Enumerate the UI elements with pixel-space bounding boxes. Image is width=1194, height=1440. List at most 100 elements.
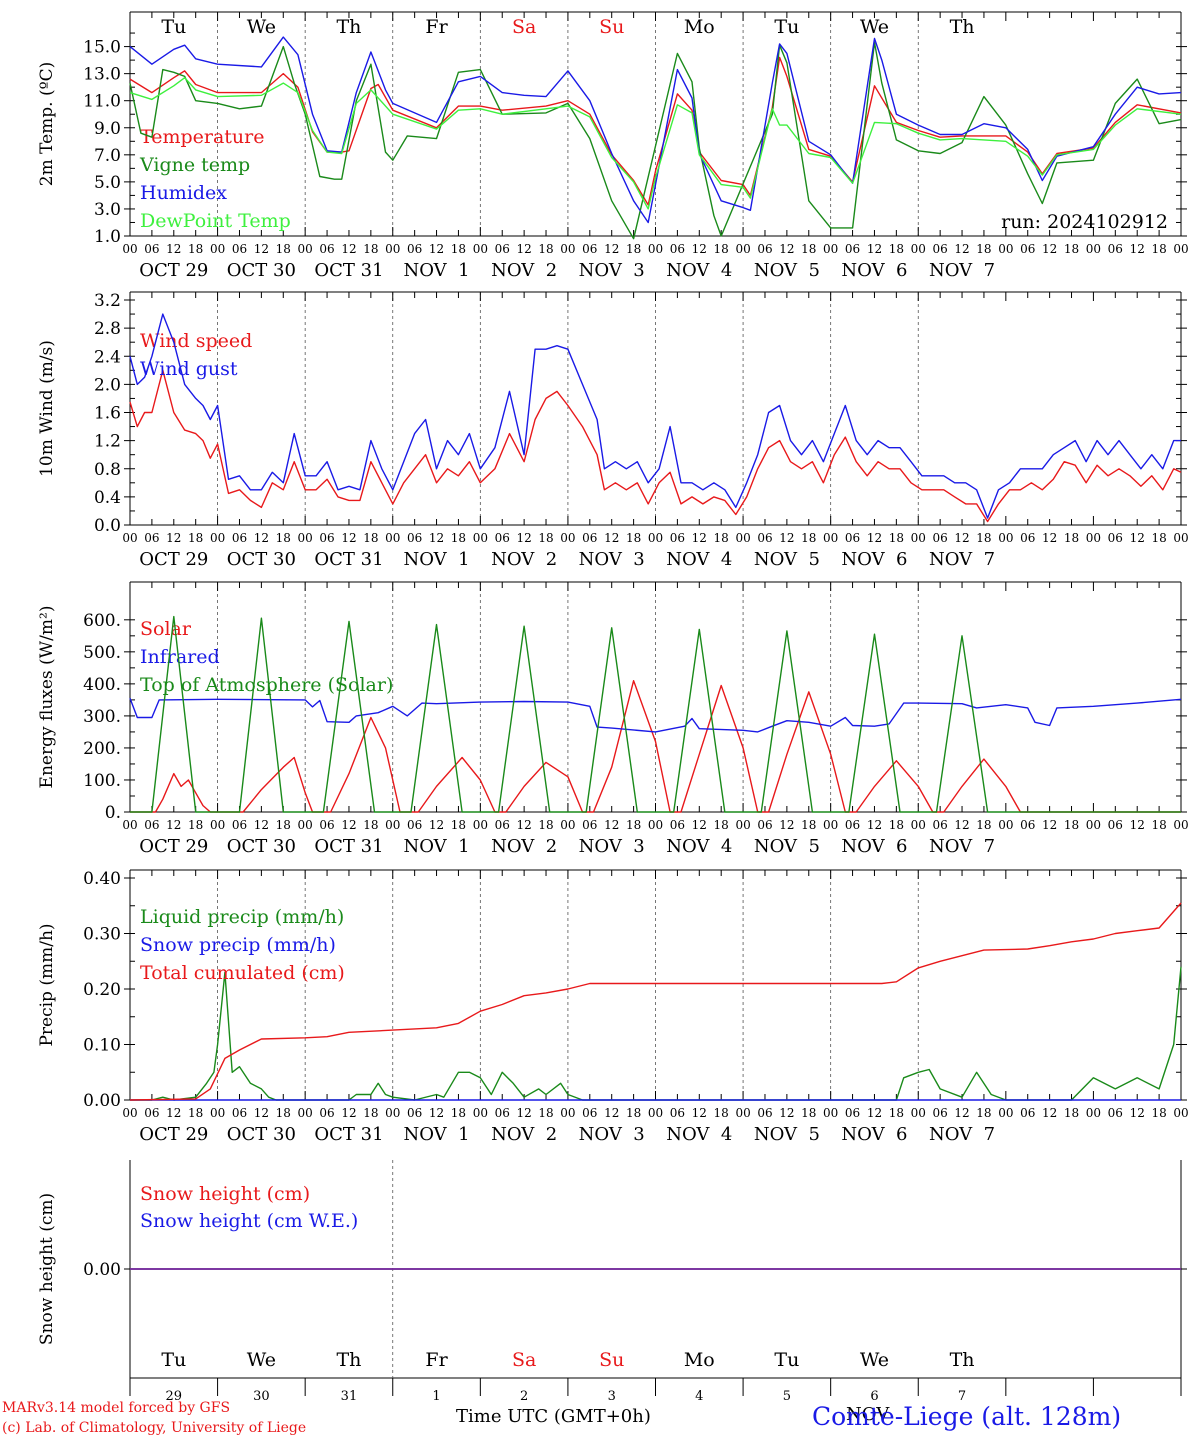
hour-tick-label: 06 <box>495 818 510 832</box>
hour-tick-label: 06 <box>232 818 247 832</box>
date-label: NOV 5 <box>754 260 820 281</box>
hour-tick-label: 00 <box>298 818 313 832</box>
hour-tick-label: 06 <box>582 242 597 256</box>
weekday-label: Th <box>336 16 361 38</box>
hour-tick-label: 12 <box>779 242 794 256</box>
weekday-label: Fr <box>425 16 448 38</box>
y-tick-label: 1.6 <box>94 404 121 424</box>
hour-tick-label: 12 <box>1042 242 1057 256</box>
hour-tick-label: 06 <box>495 531 510 545</box>
hour-tick-label: 06 <box>319 818 334 832</box>
date-label: NOV 3 <box>579 549 645 570</box>
hour-tick-label: 18 <box>1151 242 1166 256</box>
date-label: OCT 31 <box>314 836 383 857</box>
hour-tick-label: 12 <box>166 1106 181 1120</box>
hour-tick-label: 18 <box>801 531 816 545</box>
hour-tick-label: 00 <box>1086 531 1101 545</box>
hour-tick-label: 12 <box>604 818 619 832</box>
date-label: NOV 7 <box>929 260 995 281</box>
hour-tick-label: 00 <box>298 1106 313 1120</box>
hour-tick-label: 12 <box>341 1106 356 1120</box>
hour-tick-label: 18 <box>626 1106 641 1120</box>
hour-tick-label: 18 <box>363 242 378 256</box>
date-label: NOV 3 <box>579 1124 645 1145</box>
hour-tick-label: 18 <box>188 242 203 256</box>
y-tick-label: 2.0 <box>94 375 121 395</box>
hour-tick-label: 18 <box>276 1106 291 1120</box>
date-label: OCT 30 <box>227 836 296 857</box>
hour-tick-label: 12 <box>516 242 531 256</box>
legend-entry: DewPoint Temp <box>140 210 291 232</box>
date-label: NOV 1 <box>403 836 469 857</box>
date-label: NOV 6 <box>841 549 907 570</box>
hour-tick-label: 12 <box>692 818 707 832</box>
y-tick-label: 5.0 <box>94 173 121 193</box>
hour-tick-label: 12 <box>954 818 969 832</box>
legend-entry: Solar <box>140 618 192 640</box>
hour-tick-label: 12 <box>1130 531 1145 545</box>
hour-tick-label: 18 <box>801 1106 816 1120</box>
legend-entry: Wind speed <box>140 330 252 352</box>
hour-tick-label: 12 <box>1130 1106 1145 1120</box>
hour-tick-label: 12 <box>867 242 882 256</box>
date-label: NOV 4 <box>666 260 732 281</box>
hour-tick-label: 06 <box>670 818 685 832</box>
hour-tick-label: 00 <box>385 531 400 545</box>
date-label: NOV 3 <box>579 260 645 281</box>
day-number-label: 5 <box>783 1389 791 1404</box>
date-label: OCT 29 <box>139 1124 208 1145</box>
series-line <box>129 41 1182 240</box>
hour-tick-label: 00 <box>473 242 488 256</box>
hour-tick-label: 12 <box>604 531 619 545</box>
date-label: OCT 31 <box>314 549 383 570</box>
hour-tick-label: 12 <box>867 1106 882 1120</box>
hour-tick-label: 18 <box>1064 1106 1079 1120</box>
hour-tick-label: 12 <box>779 818 794 832</box>
hour-tick-label: 06 <box>582 531 597 545</box>
weekday-label: Tu <box>161 1349 186 1371</box>
hour-tick-label: 06 <box>1108 818 1123 832</box>
y-tick-label: 0.30 <box>83 925 121 945</box>
hour-tick-label: 18 <box>976 1106 991 1120</box>
date-label: OCT 30 <box>227 1124 296 1145</box>
hour-tick-label: 18 <box>363 531 378 545</box>
hour-tick-label: 00 <box>210 242 225 256</box>
hour-tick-label: 18 <box>276 818 291 832</box>
y-axis-label: 2m Temp. (ºC) <box>37 62 57 187</box>
date-label: OCT 30 <box>227 549 296 570</box>
hour-tick-label: 06 <box>1020 1106 1035 1120</box>
hour-tick-label: 00 <box>911 531 926 545</box>
y-tick-label: 500. <box>83 643 121 663</box>
y-tick-label: 0.0 <box>94 516 121 536</box>
legend-entry: Infrared <box>140 646 220 668</box>
hour-tick-label: 06 <box>407 818 422 832</box>
date-label: NOV 7 <box>929 549 995 570</box>
date-label: NOV 6 <box>841 260 907 281</box>
y-tick-label: 400. <box>83 675 121 695</box>
hour-tick-label: 00 <box>1086 818 1101 832</box>
hour-tick-label: 06 <box>933 531 948 545</box>
hour-tick-label: 00 <box>998 818 1013 832</box>
date-label: NOV 2 <box>491 260 557 281</box>
hour-tick-label: 00 <box>473 1106 488 1120</box>
hour-tick-label: 00 <box>210 818 225 832</box>
hour-tick-label: 00 <box>122 531 137 545</box>
day-number-label: 2 <box>520 1389 528 1404</box>
hour-tick-label: 00 <box>473 818 488 832</box>
hour-tick-label: 00 <box>998 531 1013 545</box>
hour-tick-label: 00 <box>735 1106 750 1120</box>
hour-tick-label: 18 <box>889 242 904 256</box>
hour-tick-label: 06 <box>319 531 334 545</box>
weekday-label: We <box>247 16 276 38</box>
hour-tick-label: 06 <box>1020 242 1035 256</box>
hour-tick-label: 06 <box>407 242 422 256</box>
y-tick-label: 0.4 <box>94 488 121 508</box>
hour-tick-label: 18 <box>889 1106 904 1120</box>
hour-tick-label: 00 <box>648 242 663 256</box>
date-label: NOV 5 <box>754 549 820 570</box>
date-label: NOV 2 <box>491 549 557 570</box>
hour-tick-label: 18 <box>714 242 729 256</box>
hour-tick-label: 12 <box>166 242 181 256</box>
hour-tick-label: 00 <box>1173 242 1188 256</box>
